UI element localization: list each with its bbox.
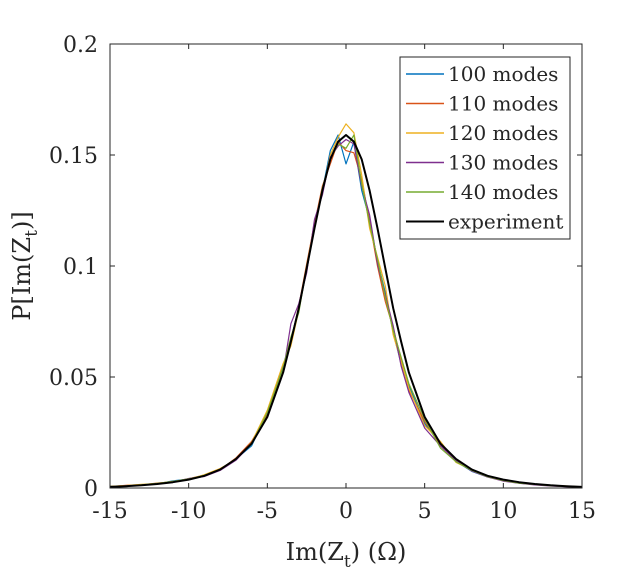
series-line-5: [109, 134, 583, 488]
legend-label-0: 100 modes: [448, 62, 558, 86]
legend-box: [399, 56, 571, 240]
y-tick-label: 0.1: [63, 255, 98, 280]
x-tick-label: -15: [92, 499, 127, 524]
x-tick-label: 10: [489, 499, 517, 524]
y-tick-label: 0.05: [49, 366, 98, 391]
x-tick-label: 15: [568, 499, 596, 524]
tick-layer: -15 -10 -5 0 5 10 15 0 0.05 0.1 0.15 0.2: [49, 33, 596, 524]
x-axis-label-tail: ) (Ω): [351, 538, 407, 566]
x-tick-label: -10: [171, 499, 206, 524]
y-axis-label-tail: )]: [8, 211, 36, 230]
y-axis-label: P[Im(Zt)]: [8, 211, 42, 320]
x-tick-label: -5: [257, 499, 278, 524]
legend-label-3: 130 modes: [448, 151, 558, 175]
x-tick-label: 5: [418, 499, 432, 524]
y-tick-label: 0: [84, 477, 98, 502]
x-tick-label: 0: [339, 499, 353, 524]
series-layer: [109, 123, 583, 488]
legend-label-4: 140 modes: [448, 180, 558, 204]
y-tick-label: 0.2: [63, 33, 98, 58]
legend-entries: 100 modes 110 modes 120 modes 130 modes 140 …: [406, 62, 563, 234]
legend-label-1: 110 modes: [448, 92, 558, 116]
legend: 100 modes 110 modes 120 modes 130 modes 140 …: [399, 56, 571, 240]
legend-label-5: experiment: [448, 210, 563, 234]
y-axis-label-sub: t: [22, 230, 42, 237]
x-axis-label-main: Im(Z: [286, 538, 344, 566]
x-axis-label-sub: t: [344, 552, 351, 572]
y-tick-label: 0.15: [49, 144, 98, 169]
x-axis-label: Im(Zt) (Ω): [286, 538, 407, 572]
legend-label-2: 120 modes: [448, 121, 558, 145]
y-axis-label-main: P[Im(Z: [8, 237, 36, 321]
